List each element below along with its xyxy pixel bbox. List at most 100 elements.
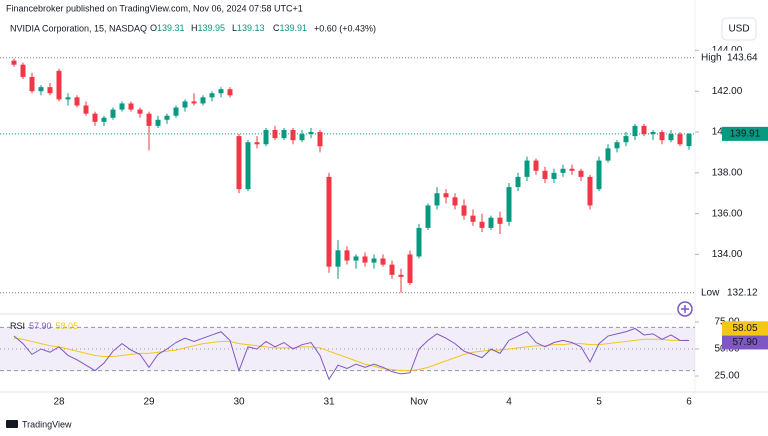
candle-body xyxy=(470,215,476,222)
x-tick-label: 5 xyxy=(596,397,602,408)
candle-body xyxy=(56,70,62,100)
ohlc-key: C xyxy=(273,23,280,33)
candle-body xyxy=(452,197,458,206)
candle-body xyxy=(20,64,26,77)
candle-body xyxy=(641,125,647,135)
change: +0.60 (+0.43%) xyxy=(314,23,376,33)
candle-body xyxy=(191,101,197,104)
candle-body xyxy=(380,258,386,265)
candle-body xyxy=(569,168,575,171)
currency-button[interactable] xyxy=(721,17,757,41)
ohlc-legend: L139.13 xyxy=(232,23,265,33)
ohlc-legend: H139.95 xyxy=(191,23,225,33)
ohlc-value: 139.91 xyxy=(280,23,308,33)
candle-body xyxy=(74,97,80,106)
x-tick-label: 28 xyxy=(53,397,65,408)
candle-body xyxy=(434,193,440,206)
candle-body xyxy=(317,132,323,147)
candle-body xyxy=(110,109,116,118)
candle-body xyxy=(497,217,503,224)
candle-body xyxy=(371,258,377,263)
rsi-name: RSI xyxy=(10,321,25,331)
x-tick-label: 4 xyxy=(506,397,512,408)
candle-body xyxy=(137,109,143,114)
ohlc-key: H xyxy=(191,23,198,33)
candle-body xyxy=(533,160,539,171)
rsi-line xyxy=(13,327,690,381)
candle-body xyxy=(506,187,512,222)
candle-body xyxy=(605,148,611,161)
ohlc-key: L xyxy=(232,23,237,33)
candle-body xyxy=(461,205,467,216)
candle-body xyxy=(344,250,350,261)
y-tick-label: 134.00 xyxy=(712,249,743,260)
candle-body xyxy=(164,115,170,120)
candle-body xyxy=(227,89,233,96)
candle-body xyxy=(308,132,314,135)
candle-body xyxy=(425,205,431,228)
candle-body xyxy=(623,136,629,143)
candle-body xyxy=(101,117,107,122)
candle-body xyxy=(263,129,269,145)
candle-body xyxy=(92,113,98,122)
candle-body xyxy=(173,107,179,116)
rsi-ma-value: 58.05 xyxy=(56,321,79,331)
candle-body xyxy=(245,142,251,190)
candle-body xyxy=(29,76,35,92)
x-tick-label: 29 xyxy=(143,397,155,408)
candle-body xyxy=(290,129,296,141)
candle-body xyxy=(218,89,224,94)
candle-body xyxy=(596,160,602,190)
add-button[interactable] xyxy=(677,301,693,317)
y-tick-label: 142.00 xyxy=(712,86,743,97)
low_marker-value: 132.12 xyxy=(727,287,758,298)
x-tick-label: 30 xyxy=(233,397,245,408)
candle-body xyxy=(335,250,341,267)
candle-body xyxy=(146,113,152,126)
x-tick-label: 31 xyxy=(323,397,335,408)
x-tick-label: 6 xyxy=(686,397,692,408)
ohlc-legend: O139.31 xyxy=(150,23,185,33)
candle-body xyxy=(443,193,449,198)
candle-body xyxy=(200,97,206,104)
candle-body xyxy=(659,132,665,141)
candle-body xyxy=(326,176,332,267)
y-tick-label: 144.00 xyxy=(712,45,743,56)
candle-body xyxy=(83,105,89,114)
rsi-last: 57.90 xyxy=(732,337,757,348)
y-tick-label: 138.00 xyxy=(712,167,743,178)
candle-body xyxy=(182,101,188,108)
candle-body xyxy=(560,168,566,173)
candle-body xyxy=(479,221,485,228)
y-tick-label: 136.00 xyxy=(712,208,743,219)
symbol: NVIDIA Corporation, 15, NASDAQ xyxy=(10,23,147,33)
candle-body xyxy=(209,93,215,98)
candle-body xyxy=(38,87,44,92)
candle-body xyxy=(668,134,674,141)
currency[interactable]: USD xyxy=(728,24,749,35)
candle-body xyxy=(155,119,161,126)
ohlc-value: 139.31 xyxy=(157,23,185,33)
rsi-legend: RSI 57.90 58.05 xyxy=(10,321,78,331)
candle-body xyxy=(587,176,593,206)
candle-body xyxy=(515,176,521,188)
candle-body xyxy=(47,87,53,94)
candle-body xyxy=(632,125,638,137)
candle-body xyxy=(542,170,548,179)
candle-body xyxy=(389,264,395,275)
high_marker-badge xyxy=(697,50,768,65)
ohlc-key: O xyxy=(150,23,157,33)
last-price: 139.91 xyxy=(730,128,761,139)
low_marker-label: Low xyxy=(701,287,720,298)
rsi-ma-last: 58.05 xyxy=(732,323,757,334)
publisher: Financebroker published on TradingView.c… xyxy=(6,3,303,13)
candle-body xyxy=(524,160,530,177)
rsi-ma-line xyxy=(13,337,690,372)
candle-body xyxy=(119,103,125,110)
candle-body xyxy=(272,129,278,139)
rsi-badge xyxy=(722,335,768,350)
high_marker-value: 143.64 xyxy=(727,52,758,63)
candle-body xyxy=(398,274,404,277)
